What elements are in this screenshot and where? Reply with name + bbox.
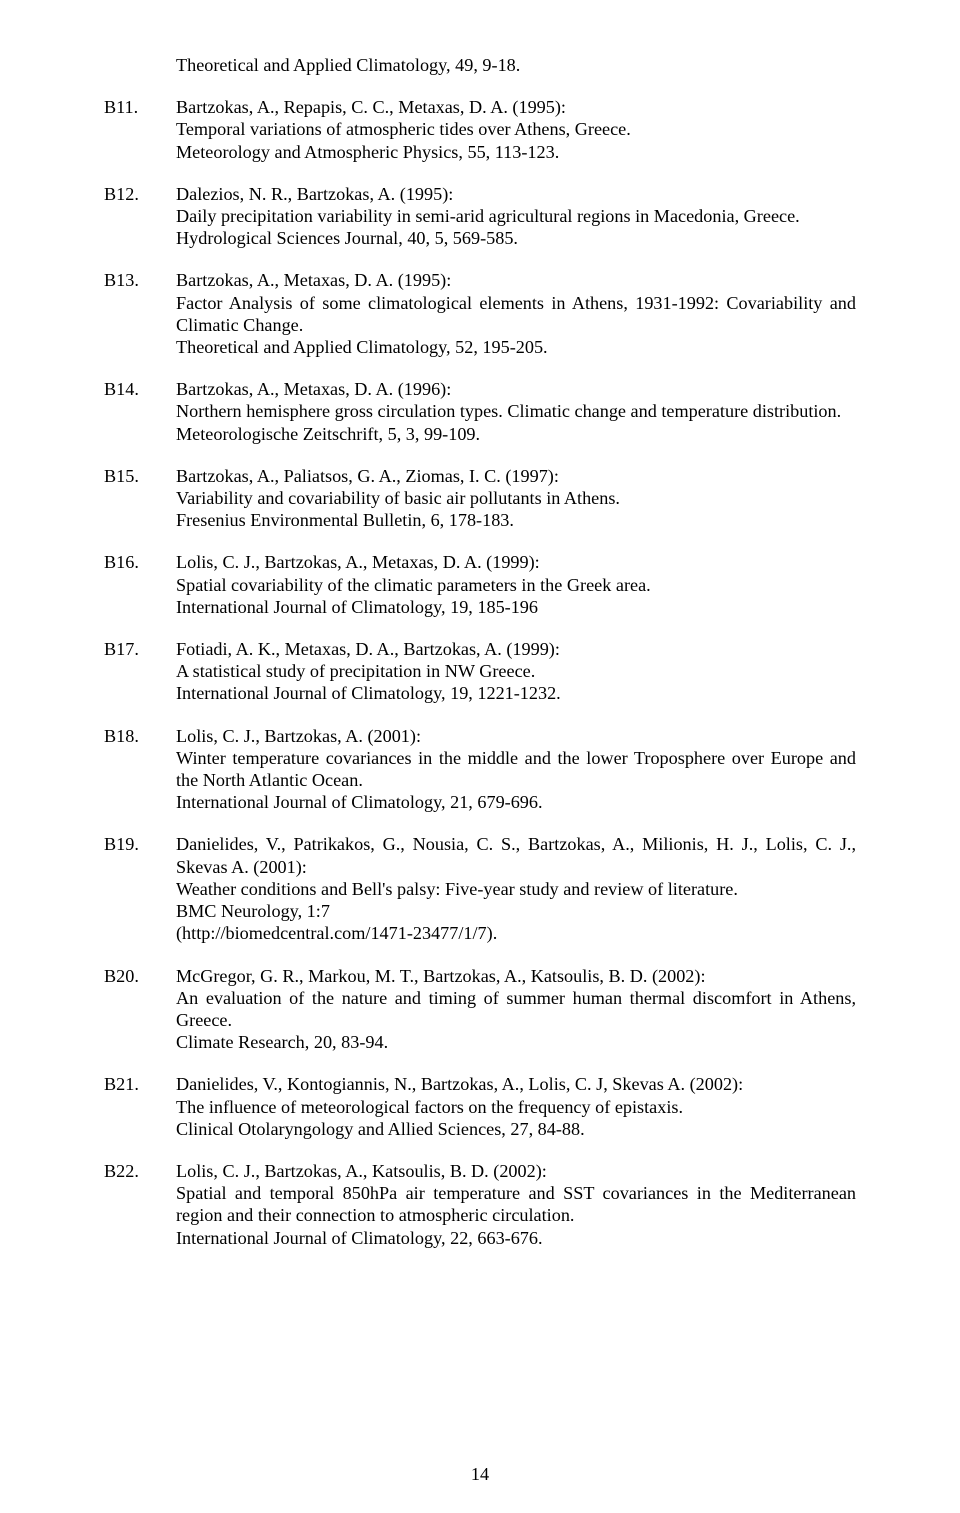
entry-line: Meteorologische Zeitschrift, 5, 3, 99-10… [176, 423, 856, 445]
bibliography-entry: B11.Bartzokas, A., Repapis, C. C., Metax… [104, 96, 856, 163]
top-continuation-line: Theoretical and Applied Climatology, 49,… [104, 54, 856, 76]
entry-line: Daily precipitation variability in semi-… [176, 205, 856, 227]
entry-label: B18. [104, 725, 176, 814]
entry-line: Danielides, V., Patrikakos, G., Nousia, … [176, 833, 856, 877]
entry-line: Factor Analysis of some climatological e… [176, 292, 856, 336]
entry-line: Variability and covariability of basic a… [176, 487, 856, 509]
entry-line: Theoretical and Applied Climatology, 52,… [176, 336, 856, 358]
entry-line: Dalezios, N. R., Bartzokas, A. (1995): [176, 183, 856, 205]
entry-body: McGregor, G. R., Markou, M. T., Bartzoka… [176, 965, 856, 1054]
entry-line: Bartzokas, A., Repapis, C. C., Metaxas, … [176, 96, 856, 118]
entry-line: Temporal variations of atmospheric tides… [176, 118, 856, 140]
entry-label: B11. [104, 96, 176, 163]
entry-label: B21. [104, 1073, 176, 1140]
entry-body: Lolis, C. J., Bartzokas, A., Katsoulis, … [176, 1160, 856, 1249]
entry-label: B16. [104, 551, 176, 618]
entry-line: Hydrological Sciences Journal, 40, 5, 56… [176, 227, 856, 249]
page: Theoretical and Applied Climatology, 49,… [0, 0, 960, 1513]
bibliography-entry: B12.Dalezios, N. R., Bartzokas, A. (1995… [104, 183, 856, 250]
entry-line: International Journal of Climatology, 19… [176, 682, 856, 704]
entry-line: Bartzokas, A., Metaxas, D. A. (1995): [176, 269, 856, 291]
entry-body: Lolis, C. J., Bartzokas, A., Metaxas, D.… [176, 551, 856, 618]
bibliography-entry: B16.Lolis, C. J., Bartzokas, A., Metaxas… [104, 551, 856, 618]
entry-body: Danielides, V., Kontogiannis, N., Bartzo… [176, 1073, 856, 1140]
entry-label: B22. [104, 1160, 176, 1249]
entry-body: Lolis, C. J., Bartzokas, A. (2001):Winte… [176, 725, 856, 814]
bibliography-entry: B18.Lolis, C. J., Bartzokas, A. (2001):W… [104, 725, 856, 814]
entry-line: Clinical Otolaryngology and Allied Scien… [176, 1118, 856, 1140]
bibliography-entry: B15.Bartzokas, A., Paliatsos, G. A., Zio… [104, 465, 856, 532]
entry-line: Winter temperature covariances in the mi… [176, 747, 856, 791]
bibliography-entry: B14.Bartzokas, A., Metaxas, D. A. (1996)… [104, 378, 856, 445]
entry-line: Climate Research, 20, 83-94. [176, 1031, 856, 1053]
entry-line: International Journal of Climatology, 21… [176, 791, 856, 813]
entry-body: Bartzokas, A., Repapis, C. C., Metaxas, … [176, 96, 856, 163]
entry-line: Spatial covariability of the climatic pa… [176, 574, 856, 596]
entry-body: Dalezios, N. R., Bartzokas, A. (1995):Da… [176, 183, 856, 250]
entry-line: McGregor, G. R., Markou, M. T., Bartzoka… [176, 965, 856, 987]
entry-line: A statistical study of precipitation in … [176, 660, 856, 682]
bibliography-entry: B21.Danielides, V., Kontogiannis, N., Ba… [104, 1073, 856, 1140]
entry-label: B17. [104, 638, 176, 705]
entry-body: Bartzokas, A., Paliatsos, G. A., Ziomas,… [176, 465, 856, 532]
entry-line: Danielides, V., Kontogiannis, N., Bartzo… [176, 1073, 856, 1095]
entry-line: Lolis, C. J., Bartzokas, A. (2001): [176, 725, 856, 747]
entry-body: Bartzokas, A., Metaxas, D. A. (1996):Nor… [176, 378, 856, 445]
bibliography-entry: B22.Lolis, C. J., Bartzokas, A., Katsoul… [104, 1160, 856, 1249]
page-number: 14 [0, 1463, 960, 1485]
entry-line: International Journal of Climatology, 19… [176, 596, 856, 618]
entry-line: An evaluation of the nature and timing o… [176, 987, 856, 1031]
entry-line: Lolis, C. J., Bartzokas, A., Metaxas, D.… [176, 551, 856, 573]
entry-line: Fresenius Environmental Bulletin, 6, 178… [176, 509, 856, 531]
bibliography-entry: B13.Bartzokas, A., Metaxas, D. A. (1995)… [104, 269, 856, 358]
entry-label: B14. [104, 378, 176, 445]
entry-label: B19. [104, 833, 176, 944]
entry-line: Bartzokas, A., Metaxas, D. A. (1996): [176, 378, 856, 400]
entry-line: International Journal of Climatology, 22… [176, 1227, 856, 1249]
entry-body: Danielides, V., Patrikakos, G., Nousia, … [176, 833, 856, 944]
entry-line: Lolis, C. J., Bartzokas, A., Katsoulis, … [176, 1160, 856, 1182]
bibliography-entry: B17.Fotiadi, A. K., Metaxas, D. A., Bart… [104, 638, 856, 705]
entry-body: Fotiadi, A. K., Metaxas, D. A., Bartzoka… [176, 638, 856, 705]
entry-body: Bartzokas, A., Metaxas, D. A. (1995):Fac… [176, 269, 856, 358]
entry-label: B13. [104, 269, 176, 358]
entry-line: Bartzokas, A., Paliatsos, G. A., Ziomas,… [176, 465, 856, 487]
entry-line: Spatial and temporal 850hPa air temperat… [176, 1182, 856, 1226]
entry-line: Northern hemisphere gross circulation ty… [176, 400, 856, 422]
entry-label: B20. [104, 965, 176, 1054]
bibliography-entry: B19.Danielides, V., Patrikakos, G., Nous… [104, 833, 856, 944]
bibliography-list: B11.Bartzokas, A., Repapis, C. C., Metax… [104, 96, 856, 1249]
entry-line: BMC Neurology, 1:7 [176, 900, 856, 922]
entry-line: (http://biomedcentral.com/1471-23477/1/7… [176, 922, 856, 944]
entry-line: Fotiadi, A. K., Metaxas, D. A., Bartzoka… [176, 638, 856, 660]
bibliography-entry: B20.McGregor, G. R., Markou, M. T., Bart… [104, 965, 856, 1054]
entry-line: Meteorology and Atmospheric Physics, 55,… [176, 141, 856, 163]
entry-line: Weather conditions and Bell's palsy: Fiv… [176, 878, 856, 900]
entry-line: The influence of meteorological factors … [176, 1096, 856, 1118]
entry-label: B15. [104, 465, 176, 532]
entry-label: B12. [104, 183, 176, 250]
